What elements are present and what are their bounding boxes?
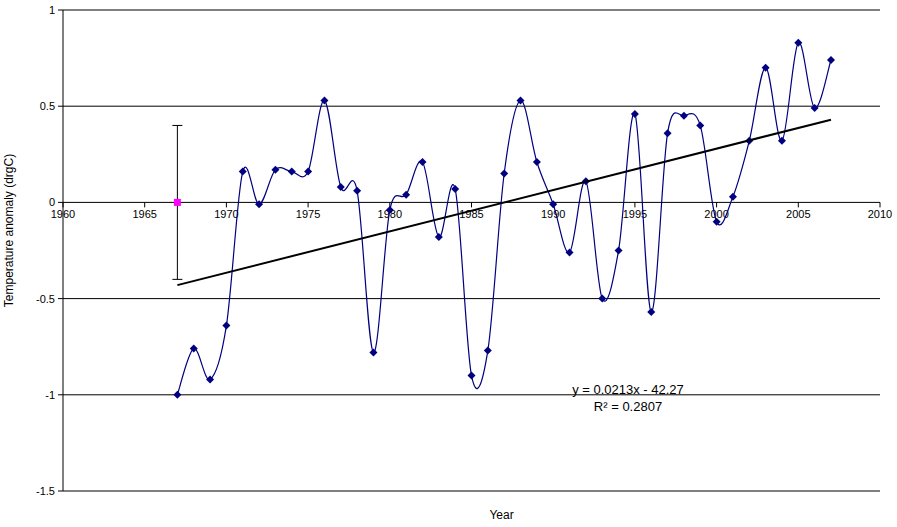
marker xyxy=(794,39,802,47)
marker xyxy=(729,193,737,201)
x-tick xyxy=(308,202,309,207)
annotation: y = 0.0213x - 42.27 xyxy=(572,382,684,397)
y-tick-label: 1 xyxy=(49,4,55,16)
x-tick-label: 1960 xyxy=(51,208,75,220)
y-axis xyxy=(63,10,64,491)
marker xyxy=(827,56,835,64)
marker xyxy=(271,166,279,174)
y-tick xyxy=(58,298,63,299)
y-tick xyxy=(58,106,63,107)
marker xyxy=(288,168,296,176)
x-tick xyxy=(798,202,799,207)
grid-line xyxy=(63,298,880,299)
x-tick xyxy=(144,202,145,207)
series-2 xyxy=(177,120,831,285)
plot-area xyxy=(172,39,835,399)
marker xyxy=(206,375,214,383)
x-tick xyxy=(716,202,717,207)
y-tick xyxy=(58,10,63,11)
marker xyxy=(631,110,639,118)
x-tick-label: 2005 xyxy=(786,208,810,220)
marker xyxy=(468,372,476,380)
annotation: R² = 0.2807 xyxy=(594,399,662,414)
marker xyxy=(451,185,459,193)
x-tick-label: 1975 xyxy=(296,208,320,220)
x-tick xyxy=(634,202,635,207)
chart: -1.5-1-0.500.511960196519701975198019851… xyxy=(0,0,897,527)
marker xyxy=(320,96,328,104)
marker xyxy=(811,104,819,112)
grid-line xyxy=(63,10,880,11)
y-tick-label: 0 xyxy=(49,196,55,208)
y-tick-label: -1 xyxy=(45,389,55,401)
marker xyxy=(664,129,672,137)
marker xyxy=(190,345,198,353)
marker xyxy=(386,206,394,214)
x-axis-label: Year xyxy=(489,508,513,522)
grid-line xyxy=(63,394,880,395)
marker xyxy=(222,322,230,330)
marker xyxy=(435,233,443,241)
x-tick-label: 1965 xyxy=(132,208,156,220)
x-tick xyxy=(880,202,881,207)
x-tick-label: 2010 xyxy=(868,208,892,220)
marker xyxy=(598,295,606,303)
marker xyxy=(173,391,181,399)
y-tick-label: 0.5 xyxy=(40,100,55,112)
marker xyxy=(174,199,181,206)
marker xyxy=(402,191,410,199)
marker xyxy=(369,348,377,356)
y-tick-label: -1.5 xyxy=(36,485,55,497)
y-tick xyxy=(58,394,63,395)
marker xyxy=(778,137,786,145)
marker xyxy=(418,158,426,166)
x-tick xyxy=(471,202,472,207)
marker xyxy=(680,112,688,120)
x-tick-label: 1970 xyxy=(214,208,238,220)
series-line xyxy=(177,120,831,285)
series-1 xyxy=(172,125,182,279)
marker xyxy=(484,347,492,355)
marker xyxy=(337,183,345,191)
y-tick-label: -0.5 xyxy=(36,293,55,305)
y-axis-label: Temperature anomaly (drgC) xyxy=(2,154,16,307)
marker xyxy=(533,158,541,166)
marker xyxy=(517,96,525,104)
marker xyxy=(239,168,247,176)
grid-line xyxy=(63,106,880,107)
marker xyxy=(762,64,770,72)
marker xyxy=(713,218,721,226)
series-line xyxy=(177,42,831,394)
grid-line xyxy=(63,491,880,492)
y-tick xyxy=(58,202,63,203)
marker xyxy=(353,187,361,195)
marker xyxy=(304,168,312,176)
y-tick xyxy=(58,491,63,492)
marker xyxy=(500,170,508,178)
x-tick xyxy=(63,202,64,207)
marker xyxy=(615,247,623,255)
marker xyxy=(549,200,557,208)
x-tick-label: 1990 xyxy=(541,208,565,220)
series-0 xyxy=(173,39,835,399)
marker xyxy=(566,248,574,256)
x-tick xyxy=(226,202,227,207)
error-bar xyxy=(172,125,182,279)
marker xyxy=(255,200,263,208)
marker xyxy=(696,121,704,129)
marker xyxy=(647,308,655,316)
